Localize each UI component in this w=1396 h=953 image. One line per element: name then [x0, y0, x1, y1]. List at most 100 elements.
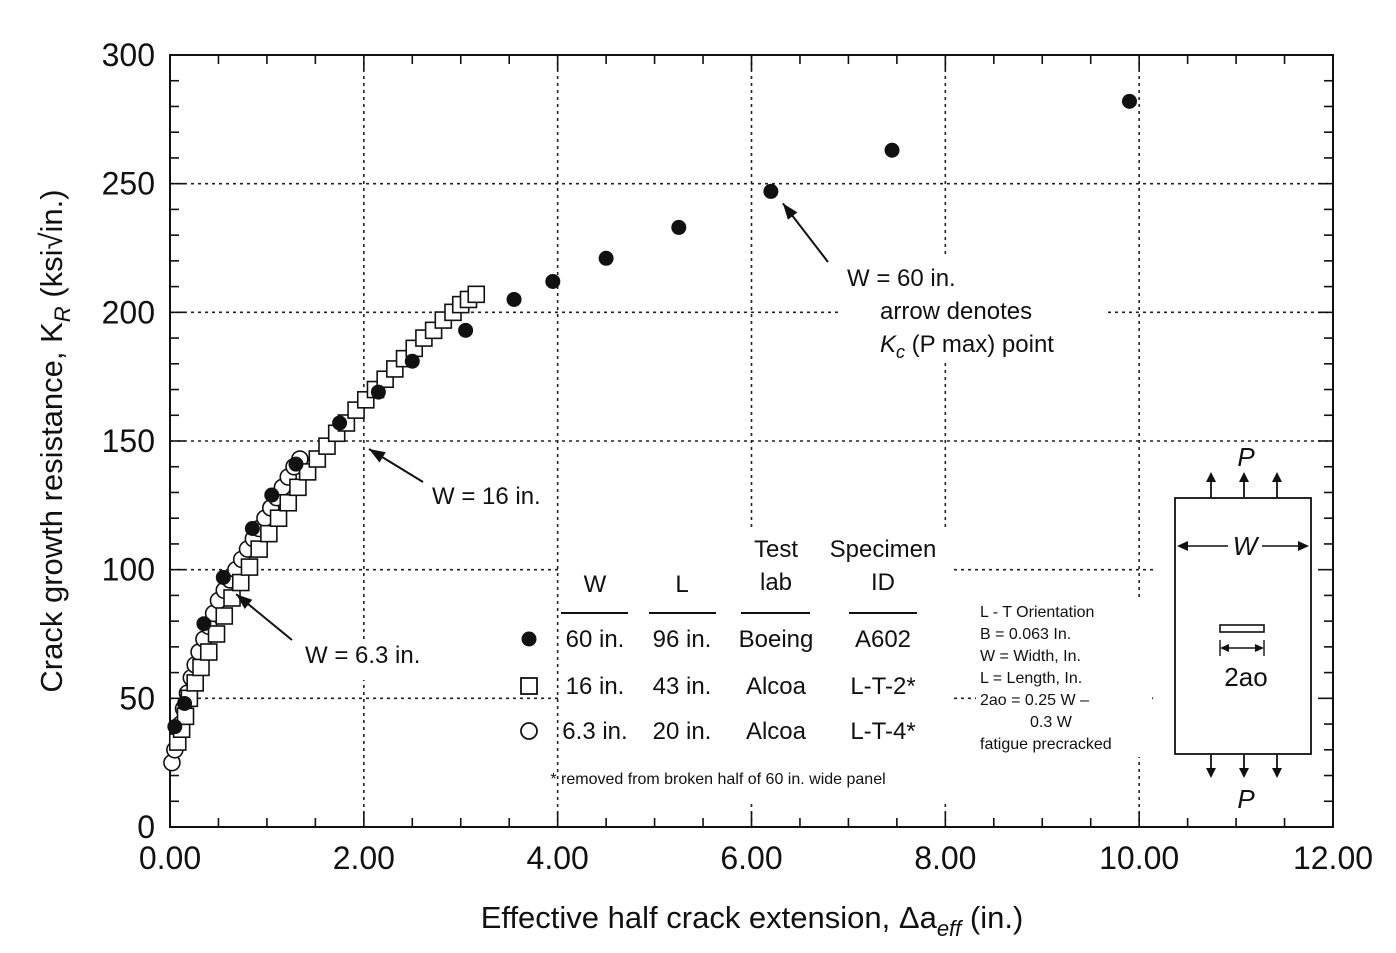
note-crack-formula: 2ao = 0.25 W – — [980, 692, 1089, 709]
legend-marker-open-circle — [520, 722, 538, 740]
x-tick-label: 2.00 — [333, 840, 395, 876]
legend-row1-w: 60 in. — [566, 626, 625, 653]
data-point-open-square — [269, 509, 288, 528]
legend-row1-lab: Boeing — [739, 626, 814, 653]
width-arrow-icon — [1298, 541, 1309, 551]
data-point-open-square — [186, 674, 204, 692]
legend-header-w: W — [584, 571, 607, 598]
data-point-filled-circle — [288, 456, 304, 472]
data-point-open-square — [215, 607, 234, 625]
legend-marker-open-square — [520, 677, 538, 695]
data-point-open-square — [260, 524, 278, 543]
data-point-filled-circle — [458, 322, 474, 338]
data-point-open-square — [192, 658, 210, 677]
crack-arrow-icon — [1255, 644, 1264, 652]
data-point-filled-circle — [264, 487, 280, 503]
data-point-open-square — [308, 450, 327, 468]
specimen-load-label-top: P — [1237, 442, 1255, 472]
data-point-filled-circle — [244, 520, 260, 536]
legend-header-lab: lab — [760, 569, 792, 596]
x-tick-label: 8.00 — [914, 840, 976, 876]
y-tick-label: 300 — [102, 37, 155, 73]
x-tick-label: 12.00 — [1293, 840, 1373, 876]
legend-header-id: ID — [871, 569, 895, 596]
legend-row3-l: 20 in. — [653, 718, 712, 745]
legend-row1-id: A602 — [855, 626, 911, 653]
load-arrow-icon — [1239, 472, 1249, 482]
data-point-filled-circle — [167, 719, 183, 735]
data-point-filled-circle — [671, 219, 687, 235]
load-arrow-icon — [1272, 768, 1282, 778]
data-point-filled-circle — [545, 273, 561, 289]
legend-header-test: Test — [754, 536, 798, 563]
note-orientation: L - T Orientation — [980, 604, 1094, 621]
data-point-open-square — [199, 643, 218, 661]
x-tick-label: 10.00 — [1099, 840, 1179, 876]
y-tick-label: 200 — [102, 294, 155, 330]
tick-labels: 0.00 2.00 4.00 6.00 8.00 10.00 12.00 0 50 100 150 2… — [102, 37, 1373, 876]
legend-row3-id: L-T-4* — [850, 718, 915, 745]
legend-row2-lab: Alcoa — [746, 673, 807, 700]
specimen-width-label: W — [1233, 531, 1260, 561]
data-point-open-square — [240, 558, 259, 576]
load-arrow-icon — [1239, 768, 1249, 778]
y-axis-title: Crack growth resistance, KR (ksi√in.) — [34, 189, 75, 692]
data-point-filled-circle — [598, 250, 614, 266]
label-background — [976, 597, 1152, 757]
crack-arrow-icon — [1220, 644, 1229, 652]
data-point-open-square — [318, 437, 336, 455]
annotation-w63-label: W = 6.3 in. — [305, 642, 420, 669]
data-point-filled-circle — [196, 616, 212, 632]
annotation-w60-line2: arrow denotes — [880, 298, 1032, 325]
data-point-filled-circle — [884, 142, 900, 158]
legend-row2-l: 43 in. — [653, 673, 712, 700]
specimen-load-label-bottom: P — [1237, 784, 1255, 814]
crack-slot — [1219, 624, 1265, 633]
data-point-open-square — [231, 573, 250, 592]
specimen-crack-label: 2ao — [1224, 662, 1267, 692]
load-arrow-icon — [1206, 768, 1216, 778]
legend: W L Test lab Specimen ID 60 in. 96 in. B… — [520, 536, 937, 788]
data-point-filled-circle — [332, 415, 348, 431]
annotation-w60-title: W = 60 in. — [847, 265, 956, 292]
legend-row3-w: 6.3 in. — [562, 718, 627, 745]
y-tick-label: 100 — [102, 552, 155, 588]
y-tick-label: 50 — [119, 680, 155, 716]
label-background — [560, 527, 950, 802]
y-tick-label: 250 — [102, 166, 155, 202]
x-tick-label: 4.00 — [527, 840, 589, 876]
annotation-w60-line3: Kc (P max) point — [880, 331, 1054, 362]
data-point-filled-circle — [215, 569, 231, 585]
annotations: W = 60 in. arrow denotes Kc (P max) point W… — [235, 202, 1054, 669]
annotation-w16-arrow-arrowhead-icon — [368, 449, 386, 463]
x-tick-label: 0.00 — [139, 840, 201, 876]
width-arrow-icon — [1177, 541, 1188, 551]
x-tick-label: 6.00 — [720, 840, 782, 876]
data-point-open-square — [298, 463, 317, 481]
label-background — [838, 258, 1108, 363]
data-point-open-square — [223, 589, 241, 607]
load-arrow-icon — [1272, 472, 1282, 482]
data-point-filled-circle — [177, 695, 193, 711]
axis-ticks — [169, 54, 1334, 828]
data-point-filled-circle — [506, 291, 522, 307]
y-tick-label: 150 — [102, 423, 155, 459]
legend-header-specimen: Specimen — [830, 536, 937, 563]
data-point-filled-circle — [404, 353, 420, 369]
legend-marker-filled-circle — [521, 631, 537, 647]
data-point-open-square — [467, 285, 486, 304]
specimen-notes: L - T Orientation B = 0.063 In. W = Widt… — [980, 604, 1112, 753]
data-points — [163, 93, 1137, 772]
annotation-w63-arrow-arrowhead-icon — [236, 594, 253, 610]
note-thickness: B = 0.063 In. — [980, 626, 1071, 643]
x-axis-title: Effective half crack extension, Δaeff (i… — [481, 900, 1024, 941]
legend-row2-w: 16 in. — [566, 673, 625, 700]
data-point-filled-circle — [1121, 93, 1137, 109]
note-precracked: fatigue precracked — [980, 736, 1112, 753]
specimen-sketch — [1174, 472, 1312, 778]
annotation-w16-label: W = 16 in. — [432, 483, 541, 510]
load-arrow-icon — [1206, 472, 1216, 482]
note-width: W = Width, In. — [980, 648, 1081, 665]
note-crack-formula-cont: 0.3 W — [1030, 714, 1073, 731]
